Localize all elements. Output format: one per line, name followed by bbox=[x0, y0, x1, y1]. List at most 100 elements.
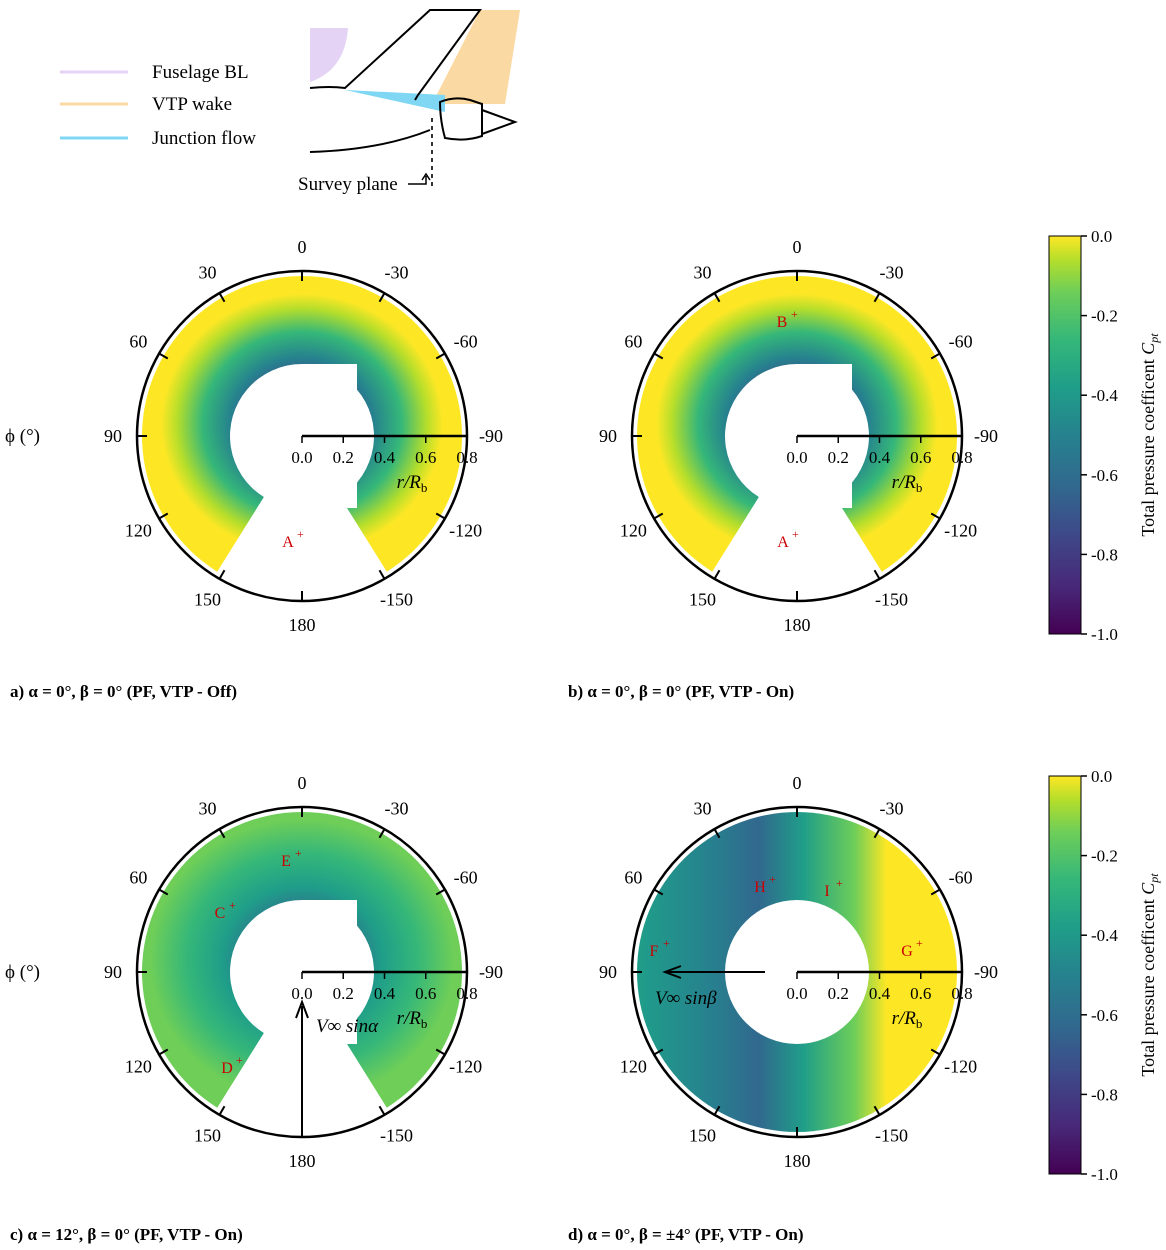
colorbar-tick-label: -0.2 bbox=[1091, 307, 1118, 326]
angle-label: 0 bbox=[793, 773, 802, 793]
angle-label: 90 bbox=[599, 962, 617, 982]
survey-point-h: H bbox=[754, 879, 766, 896]
survey-point-a: A bbox=[777, 534, 789, 551]
phi-axis-label: ϕ (°) bbox=[5, 962, 40, 983]
polar-panels: 0 -30 -60 -90 -120 -150 180 150 120 90 60 30 0.0 0.2 0… bbox=[5, 237, 998, 1244]
angle-label: -30 bbox=[385, 262, 409, 282]
survey-point-marker: + bbox=[769, 872, 776, 886]
colorbar-tick-label: -0.8 bbox=[1091, 545, 1118, 564]
panel-caption: a) α = 0°, β = 0° (PF, VTP - Off) bbox=[10, 682, 237, 701]
angle-label: 30 bbox=[694, 798, 712, 818]
angle-label: 30 bbox=[694, 262, 712, 282]
colorbar-2: 0.0-0.2-0.4-0.6-0.8-1.0Total pressure co… bbox=[1049, 767, 1161, 1184]
radial-tick-label: 0.8 bbox=[456, 448, 477, 467]
angle-label: -120 bbox=[449, 521, 482, 541]
survey-point-marker: + bbox=[229, 898, 236, 912]
angle-label: 30 bbox=[199, 262, 217, 282]
panel-caption: c) α = 12°, β = 0° (PF, VTP - On) bbox=[10, 1225, 243, 1244]
velocity-arrow-label: V∞ sinα bbox=[316, 1016, 379, 1037]
radial-tick-label: 0.6 bbox=[415, 448, 436, 467]
angle-label: 60 bbox=[624, 332, 642, 352]
radial-tick-label: 0.2 bbox=[333, 448, 354, 467]
angle-label: -60 bbox=[949, 332, 973, 352]
radial-tick-label: 0.4 bbox=[374, 448, 396, 467]
radial-tick-label: 0.2 bbox=[828, 984, 849, 1003]
angle-label: -90 bbox=[974, 426, 998, 446]
angle-label: 0 bbox=[298, 773, 307, 793]
angle-label: 180 bbox=[289, 615, 316, 635]
angle-label: -120 bbox=[449, 1057, 482, 1077]
legend-label-vtp-wake: VTP wake bbox=[152, 94, 232, 115]
junction-flow-region bbox=[345, 90, 445, 112]
radial-tick-label: 0.2 bbox=[333, 984, 354, 1003]
angle-tick bbox=[380, 1106, 385, 1115]
angle-label: 90 bbox=[104, 962, 122, 982]
panel-caption: b) α = 0°, β = 0° (PF, VTP - On) bbox=[568, 682, 794, 701]
angle-tick bbox=[715, 570, 720, 579]
angle-label: -60 bbox=[949, 868, 973, 888]
colorbar-tick-label: -0.4 bbox=[1091, 926, 1118, 945]
colorbar-title: Total pressure coefficent Cpt bbox=[1138, 333, 1161, 537]
angle-label: -150 bbox=[875, 590, 908, 610]
angle-label: 150 bbox=[194, 590, 221, 610]
angle-label: 180 bbox=[784, 615, 811, 635]
radial-tick-label: 0.8 bbox=[951, 448, 972, 467]
colorbar-tick-label: -0.8 bbox=[1091, 1085, 1118, 1104]
radial-tick-label: 0.8 bbox=[456, 984, 477, 1003]
radial-tick-label: 0.6 bbox=[910, 448, 931, 467]
colorbar-tick-label: 0.0 bbox=[1091, 767, 1112, 786]
angle-label: 90 bbox=[599, 426, 617, 446]
angle-label: -150 bbox=[380, 1126, 413, 1146]
phi-axis-label: ϕ (°) bbox=[5, 426, 40, 447]
angle-tick bbox=[220, 1106, 225, 1115]
radial-tick-label: 0.6 bbox=[415, 984, 436, 1003]
angle-label: -150 bbox=[380, 590, 413, 610]
angle-label: -30 bbox=[385, 798, 409, 818]
angle-label: 150 bbox=[689, 1126, 716, 1146]
survey-point-marker: + bbox=[792, 527, 799, 541]
polar-panel-d: 0 -30 -60 -90 -120 -150 180 150 120 90 60 30 0.0 0.2 0… bbox=[599, 773, 998, 1171]
angle-label: 180 bbox=[289, 1151, 316, 1171]
angle-tick bbox=[380, 570, 385, 579]
angle-label: 90 bbox=[104, 426, 122, 446]
angle-label: -120 bbox=[944, 521, 977, 541]
survey-point-i: I bbox=[824, 883, 829, 900]
colorbar-1: 0.0-0.2-0.4-0.6-0.8-1.0Total pressure co… bbox=[1049, 227, 1161, 644]
radial-tick-label: 0.8 bbox=[951, 984, 972, 1003]
angle-label: 150 bbox=[194, 1126, 221, 1146]
colorbar-tick-label: -0.6 bbox=[1091, 1006, 1118, 1025]
survey-point-marker: + bbox=[791, 307, 798, 321]
angle-label: -90 bbox=[974, 962, 998, 982]
survey-point-marker: + bbox=[236, 1053, 243, 1067]
polar-panel-a: 0 -30 -60 -90 -120 -150 180 150 120 90 60 30 0.0 0.2 0… bbox=[5, 237, 503, 635]
angle-label: 120 bbox=[620, 1057, 647, 1077]
angle-label: -90 bbox=[479, 962, 503, 982]
legend-label-fuselage-bl: Fuselage BL bbox=[152, 62, 249, 83]
survey-point-f: F bbox=[650, 943, 659, 960]
angle-label: -90 bbox=[479, 426, 503, 446]
angle-label: -60 bbox=[454, 332, 478, 352]
angle-label: 120 bbox=[620, 521, 647, 541]
polar-panel-b: 0-30-60-90-120-1501801501209060300.0 0.2 0… bbox=[599, 237, 998, 635]
survey-point-marker: + bbox=[297, 527, 304, 541]
colorbars: 0.0-0.2-0.4-0.6-0.8-1.0Total pressure co… bbox=[1049, 227, 1161, 1184]
colorbar-tick-label: -0.6 bbox=[1091, 466, 1118, 485]
angle-label: 150 bbox=[689, 590, 716, 610]
legend-label-junction-flow: Junction flow bbox=[152, 128, 256, 149]
survey-plane-label: Survey plane bbox=[298, 174, 398, 195]
survey-point-marker: + bbox=[295, 846, 302, 860]
survey-point-marker: + bbox=[916, 936, 923, 950]
survey-point-b: B bbox=[777, 314, 788, 331]
angle-label: -60 bbox=[454, 868, 478, 888]
angle-label: -30 bbox=[880, 798, 904, 818]
radial-tick-label: 0.4 bbox=[869, 448, 891, 467]
angle-label: 180 bbox=[784, 1151, 811, 1171]
panel-caption: d) α = 0°, β = ±4° (PF, VTP - On) bbox=[568, 1225, 804, 1244]
colorbar-gradient bbox=[1049, 236, 1081, 634]
survey-plane-arrow bbox=[408, 174, 430, 184]
survey-point-c: C bbox=[215, 905, 226, 922]
colorbar-gradient bbox=[1049, 776, 1081, 1174]
survey-point-d: D bbox=[221, 1060, 233, 1077]
survey-point-g: G bbox=[901, 943, 913, 960]
colorbar-tick-label: 0.0 bbox=[1091, 227, 1112, 246]
